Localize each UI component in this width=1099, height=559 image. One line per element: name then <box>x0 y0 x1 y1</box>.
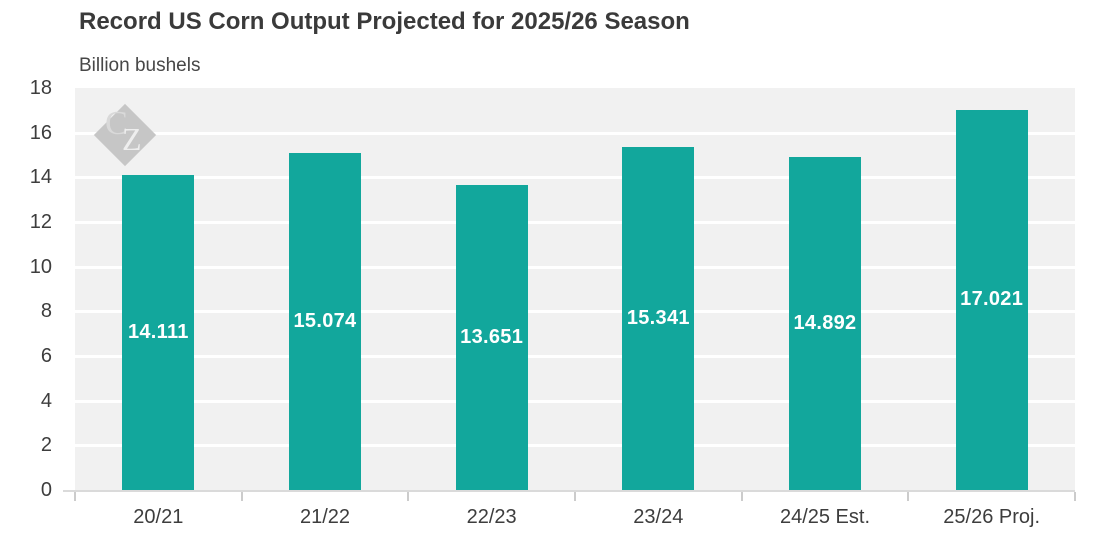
x-tick-mark <box>240 492 243 501</box>
gridline <box>75 176 1075 180</box>
x-tick-label: 24/25 Est. <box>779 506 871 528</box>
gridline <box>75 399 1075 403</box>
x-tick-mark <box>907 492 910 501</box>
watermark-letter-z: Z <box>122 121 142 157</box>
x-tick-label: 21/22 <box>299 506 351 528</box>
y-tick-label: 2 <box>40 434 52 457</box>
x-tick-label: 23/24 <box>633 506 684 528</box>
y-tick-label: 16 <box>29 121 52 144</box>
x-tick-mark <box>74 492 76 501</box>
y-tick-label: 8 <box>40 300 52 323</box>
bar-25/26 Proj.: 17.021 <box>955 109 1028 490</box>
chart-title: Record US Corn Output Projected for 2025… <box>79 8 690 35</box>
cz-logo-watermark: C Z <box>93 103 157 167</box>
x-tick-mark <box>574 492 576 501</box>
gridline <box>75 221 1075 224</box>
bar-21/22: 15.074 <box>289 153 361 490</box>
bar-value-label: 14.892 <box>793 312 857 335</box>
bar-20/21: 14.111 <box>122 174 195 490</box>
x-tick-label: 22/23 <box>466 506 517 528</box>
bar-value-label: 13.651 <box>460 326 524 349</box>
bar-value-label: 14.111 <box>127 320 189 343</box>
gridline <box>75 310 1075 314</box>
x-tick-label: 25/26 Proj. <box>943 506 1041 528</box>
watermark-letter-c: C <box>105 105 128 142</box>
y-tick-label: 14 <box>29 166 52 189</box>
x-tick-mark <box>740 492 743 501</box>
bar-value-label: 17.021 <box>960 288 1024 311</box>
y-tick-label: 12 <box>29 211 52 233</box>
chart-subtitle: Billion bushels <box>79 55 201 76</box>
gridline <box>75 131 1075 135</box>
y-tick-label: 6 <box>40 345 52 367</box>
y-tick-label: 0 <box>40 479 52 501</box>
bar-value-label: 15.341 <box>626 307 690 330</box>
gridline <box>75 444 1075 448</box>
gridline <box>75 355 1075 358</box>
y-tick-label: 4 <box>40 389 52 412</box>
x-tick-mark <box>407 492 410 501</box>
x-tick-mark <box>1074 492 1076 501</box>
plot-area: 14.111 15.074 13.651 15.341 14.892 17.021 <box>75 88 1075 490</box>
gridline <box>75 265 1075 269</box>
bar-23/24: 15.341 <box>622 147 695 490</box>
bar-22/23: 13.651 <box>455 185 528 490</box>
x-axis-line <box>63 490 1075 492</box>
y-tick-label: 10 <box>29 255 52 278</box>
bar-value-label: 15.074 <box>293 310 357 333</box>
y-tick-label: 18 <box>29 77 52 99</box>
bar-24/25 Est.: 14.892 <box>789 157 861 490</box>
x-tick-label: 20/21 <box>133 506 184 528</box>
